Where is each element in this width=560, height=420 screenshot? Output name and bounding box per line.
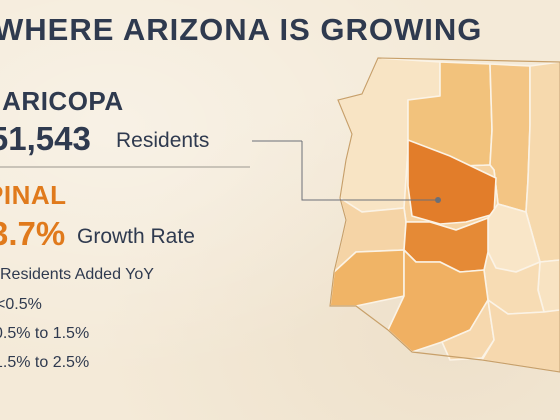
legend-title: Residents Added YoY bbox=[0, 266, 154, 284]
highlight-county-name: PINAL bbox=[0, 180, 67, 210]
legend-item: 0.5% to 1.5% bbox=[0, 325, 89, 343]
state-outline bbox=[329, 57, 560, 373]
highlight-stat-pinal: 3.7% Growth Rate bbox=[0, 215, 260, 255]
county-cochise: Cochise bbox=[481, 299, 560, 373]
highlight-stat-maricopa: 4,551,543 Residents bbox=[0, 120, 260, 160]
highlight-county-maricopa: MARICOPA bbox=[0, 86, 240, 116]
legend-item: <0.5% bbox=[0, 296, 42, 314]
highlight-value: 3.7% bbox=[0, 215, 66, 252]
divider bbox=[0, 166, 250, 168]
callout-line bbox=[301, 141, 438, 201]
highlight-county-pinal: PINAL bbox=[0, 180, 240, 210]
highlight-suffix: Residents bbox=[116, 129, 210, 152]
highlight-value: 4,551,543 bbox=[0, 120, 91, 157]
legend-item-label: 0.5% to 1.5% bbox=[0, 325, 90, 342]
callout-marker bbox=[435, 197, 441, 203]
legend-item-label: 1.5% to 2.5% bbox=[0, 354, 90, 371]
legend-item-label: <0.5% bbox=[0, 296, 42, 313]
highlight-suffix: Growth Rate bbox=[77, 225, 195, 248]
highlight-county-name: MARICOPA bbox=[0, 86, 124, 116]
page-title: WHERE ARIZONA IS GROWING bbox=[0, 12, 483, 47]
county-maricopa: Maricopa bbox=[407, 139, 497, 225]
legend-item: 1.5% to 2.5% bbox=[0, 354, 89, 372]
legend-title-text: Residents Added YoY bbox=[0, 266, 154, 283]
